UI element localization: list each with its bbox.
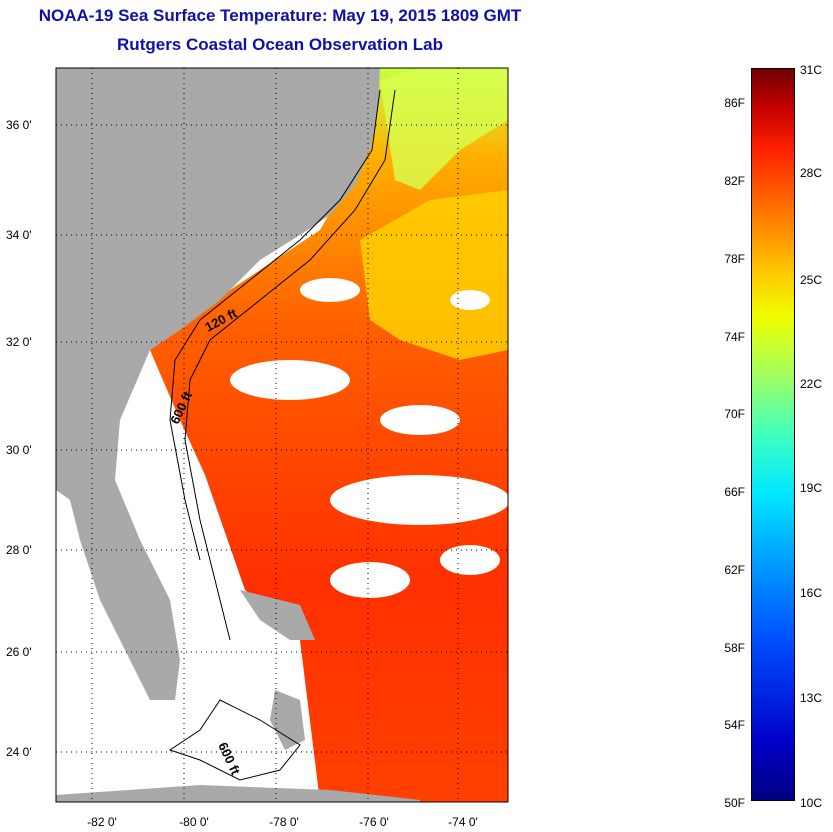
colorbar-f-label: 50F [724,796,745,810]
colorbar-f-label: 78F [724,252,745,266]
lat-label: 34 0' [6,228,32,242]
colorbar-c-label: 10C [800,796,823,810]
colorbar-c-label: 16C [800,586,823,600]
temperature-colorbar [751,68,795,801]
colorbar-f-label: 66F [724,485,745,499]
contour-600ft-south [168,699,301,781]
colorbar-c-label: 25C [800,273,823,287]
lat-label: 24 0' [6,745,32,759]
colorbar-f-label: 54F [724,718,745,732]
lat-label: 28 0' [6,543,32,557]
lat-label: 32 0' [6,335,32,349]
colorbar-f-label: 86F [724,96,745,110]
lon-label: -74 0' [448,815,478,829]
sst-cool-region [360,190,508,360]
colorbar-c-label: 28C [800,166,823,180]
colorbar-f-label: 74F [724,330,745,344]
colorbar-f-label: 82F [724,174,745,188]
grid-lines [56,68,508,802]
colorbar-f-label: 58F [724,641,745,655]
lon-label: -82 0' [87,815,117,829]
lon-label: -78 0' [269,815,299,829]
colorbar-c-label: 22C [800,377,823,391]
land-mainland [56,68,380,700]
land-bahamas [240,590,315,640]
sst-nearshore-cool [380,68,508,190]
lat-label: 36 0' [6,118,32,132]
colorbar-c-label: 19C [800,481,823,495]
colorbar-f-label: 70F [724,407,745,421]
cloud-mask [230,278,508,598]
colorbar-c-label: 31C [800,63,823,77]
lon-label: -76 0' [359,815,389,829]
map-frame [55,67,509,803]
lat-label: 30 0' [6,443,32,457]
lon-label: -80 0' [179,815,209,829]
lat-label: 26 0' [6,645,32,659]
map-title: NOAA-19 Sea Surface Temperature: May 19,… [38,6,522,25]
colorbar-f-label: 62F [724,563,745,577]
map-subtitle: Rutgers Coastal Ocean Observation Lab [117,35,443,54]
colorbar-c-label: 13C [800,691,823,705]
land-cuba [56,785,420,802]
contour-120ft [169,89,381,561]
contour-600ft [184,89,396,641]
land-andros [270,690,305,750]
